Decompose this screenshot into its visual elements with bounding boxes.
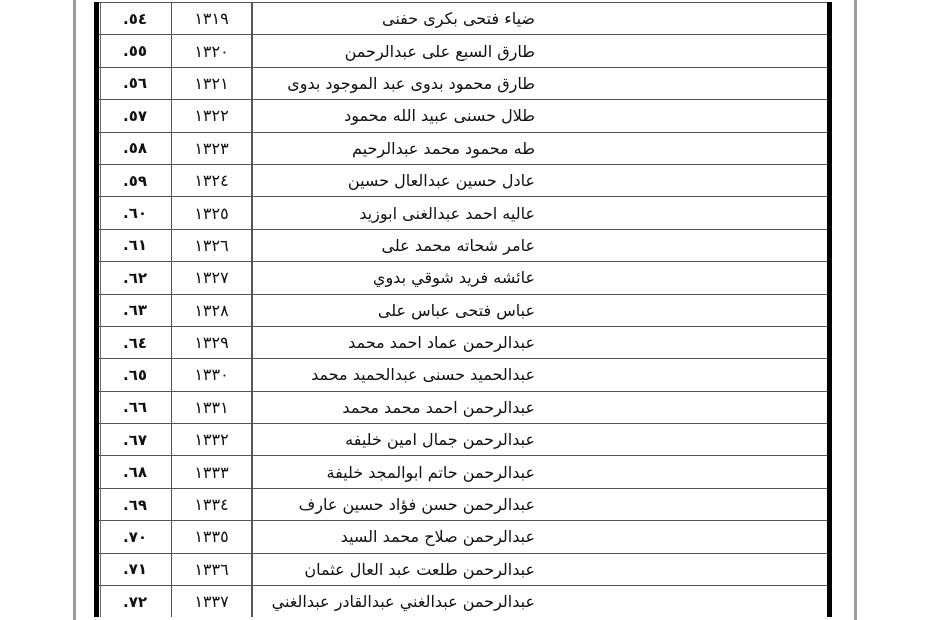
row-index: ٥٤.: [123, 9, 148, 28]
row-name: عاليه احمد عبدالغنى ابوزيد: [252, 197, 543, 229]
row-index: ٦٤.: [123, 333, 148, 352]
table-row: ٦٨. ١٣٣٣ عبدالرحمن حاتم ابوالمجد خليفة: [99, 455, 827, 488]
table-row: ٥٧. ١٣٢٢ طلال حسنى عبيد الله محمود: [99, 99, 827, 132]
table-row: ٦٠. ١٣٢٥ عاليه احمد عبدالغنى ابوزيد: [99, 196, 827, 229]
row-code: ١٣١٩: [171, 3, 252, 35]
row-code: ١٣٢٨: [171, 294, 252, 326]
row-index: ٥٧.: [123, 106, 148, 125]
row-name: طارق محمود بدوى عبد الموجود بدوى: [252, 67, 543, 100]
row-blank: [543, 489, 827, 520]
row-index: ٧٠.: [123, 527, 148, 546]
row-name: عبدالرحمن عماد احمد محمد: [252, 326, 543, 359]
row-index: ٦٢.: [123, 268, 148, 287]
row-blank: [543, 165, 827, 196]
row-index: ٧٢.: [123, 592, 148, 611]
row-name: عباس فتحى عباس على: [252, 294, 543, 326]
table-row: ٧٠. ١٣٣٥ عبدالرحمن صلاح محمد السيد: [99, 520, 827, 553]
table-row: ٥٤. ١٣١٩ ضياء فتحى بكرى حفنى: [99, 2, 827, 35]
row-code: ١٣٢٤: [171, 164, 252, 197]
row-index: ٥٨.: [123, 139, 148, 158]
row-name: طه محمود محمد عبدالرحيم: [252, 132, 543, 164]
row-code: ١٣٢٣: [171, 132, 252, 164]
row-index: ٦٠.: [123, 204, 148, 223]
row-name: عبدالرحمن طلعت عبد العال عثمان: [252, 553, 543, 586]
row-blank: [543, 100, 827, 131]
row-blank: [543, 392, 827, 423]
row-index: ٦٩.: [123, 495, 148, 514]
row-index: ٥٩.: [123, 171, 148, 190]
row-index: ٧١.: [123, 560, 148, 579]
page-border-left: [73, 0, 76, 620]
row-code: ١٣٢٩: [171, 326, 252, 359]
row-index: ٥٦.: [123, 74, 148, 93]
table-row: ٦٦. ١٣٣١ عبدالرحمن احمد محمد محمد: [99, 390, 827, 424]
row-blank: [543, 295, 827, 326]
row-name: عبدالحميد حسنى عبدالحميد محمد: [252, 359, 543, 391]
row-name: طارق السبع على عبدالرحمن: [252, 35, 543, 67]
row-name: عادل حسين عبدالعال حسين: [252, 164, 543, 197]
table-row: ٦٥. ١٣٣٠ عبدالحميد حسنى عبدالحميد محمد: [99, 358, 827, 391]
row-code: ١٣٣٧: [171, 586, 252, 618]
row-index: ٦٦.: [123, 398, 148, 417]
row-blank: [543, 133, 827, 164]
row-blank: [543, 424, 827, 455]
row-name: عبدالرحمن حاتم ابوالمجد خليفة: [252, 456, 543, 488]
row-blank: [543, 230, 827, 261]
row-blank: [543, 327, 827, 358]
table-row: ٧١. ١٣٣٦ عبدالرحمن طلعت عبد العال عثمان: [99, 552, 827, 586]
row-blank: [543, 262, 827, 293]
row-code: ١٣٣٥: [171, 521, 252, 553]
table-row: ٥٩. ١٣٢٤ عادل حسين عبدالعال حسين: [99, 163, 827, 197]
table-row: ٥٨. ١٣٢٣ طه محمود محمد عبدالرحيم: [99, 131, 827, 164]
row-code: ١٣٣٤: [171, 488, 252, 521]
row-blank: [543, 521, 827, 552]
row-name: عبدالرحمن احمد محمد محمد: [252, 391, 543, 424]
row-name: ضياء فتحى بكرى حفنى: [252, 3, 543, 35]
row-code: ١٣٣٦: [171, 553, 252, 586]
row-name: عبدالرحمن جمال امين خليفه: [252, 424, 543, 456]
row-code: ١٣٢٠: [171, 35, 252, 67]
row-index: ٦٣.: [123, 301, 148, 320]
row-blank: [543, 554, 827, 585]
row-index: ٦١.: [123, 236, 148, 255]
row-index: ٥٥.: [123, 42, 148, 61]
table-row: ٥٦. ١٣٢١ طارق محمود بدوى عبد الموجود بدوى: [99, 66, 827, 100]
row-code: ١٣٣٣: [171, 456, 252, 488]
table-row: ٦٩. ١٣٣٤ عبدالرحمن حسن فؤاد حسين عارف: [99, 487, 827, 521]
row-index: ٦٧.: [123, 430, 148, 449]
row-code: ١٣٣١: [171, 391, 252, 424]
row-blank: [543, 68, 827, 99]
row-blank: [543, 35, 827, 66]
row-blank: [543, 3, 827, 34]
row-code: ١٣٢١: [171, 67, 252, 100]
row-code: ١٣٢٧: [171, 262, 252, 294]
table-row: ٥٥. ١٣٢٠ طارق السبع على عبدالرحمن: [99, 34, 827, 67]
table-row: ٦٢. ١٣٢٧ عائشه فريد شوقي بدوي: [99, 261, 827, 294]
row-name: عامر شحاته محمد على: [252, 229, 543, 262]
row-name: عبدالرحمن عبدالغني عبدالقادر عبدالغني: [252, 586, 543, 618]
table-row: ٧٢. ١٣٣٧ عبدالرحمن عبدالغني عبدالقادر عبدا…: [99, 585, 827, 618]
page-border-right: [854, 0, 857, 620]
row-name: عائشه فريد شوقي بدوي: [252, 262, 543, 294]
names-table: ٥٤. ١٣١٩ ضياء فتحى بكرى حفنى ٥٥. ١٣٢٠ طارق ال…: [94, 2, 832, 618]
table-row: ٦٤. ١٣٢٩ عبدالرحمن عماد احمد محمد: [99, 325, 827, 359]
row-code: ١٣٣٠: [171, 359, 252, 391]
row-index: ٦٥.: [123, 365, 148, 384]
row-blank: [543, 456, 827, 487]
table-row: ٦٣. ١٣٢٨ عباس فتحى عباس على: [99, 293, 827, 326]
row-code: ١٣٢٦: [171, 229, 252, 262]
row-name: عبدالرحمن حسن فؤاد حسين عارف: [252, 488, 543, 521]
table-row: ٦١. ١٣٢٦ عامر شحاته محمد على: [99, 228, 827, 262]
row-blank: [543, 586, 827, 617]
row-name: عبدالرحمن صلاح محمد السيد: [252, 521, 543, 553]
row-index: ٦٨.: [123, 463, 148, 482]
row-name: طلال حسنى عبيد الله محمود: [252, 100, 543, 132]
row-blank: [543, 359, 827, 390]
table-row: ٦٧. ١٣٣٢ عبدالرحمن جمال امين خليفه: [99, 423, 827, 456]
row-blank: [543, 197, 827, 228]
row-code: ١٣٢٢: [171, 100, 252, 132]
row-code: ١٣٢٥: [171, 197, 252, 229]
row-code: ١٣٣٢: [171, 424, 252, 456]
